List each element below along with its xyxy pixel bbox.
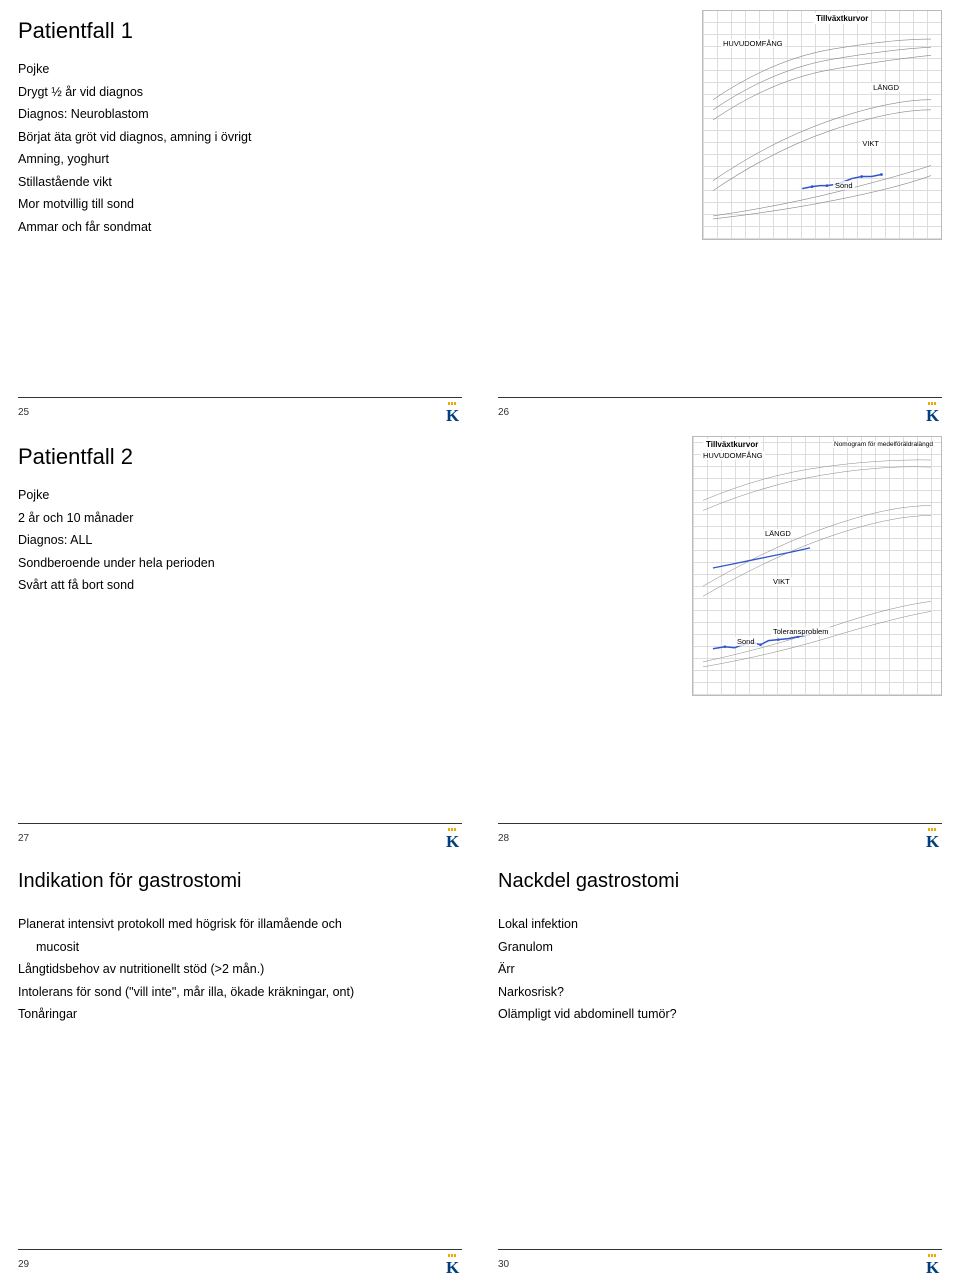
- divider: [498, 397, 942, 398]
- chart-label-sond: Sond: [833, 181, 855, 190]
- slide-30: Nackdel gastrostomi Lokal infektion Gran…: [480, 852, 960, 1278]
- svg-text:K: K: [926, 832, 940, 848]
- slide-grid: Patientfall 1 Pojke Drygt ½ år vid diagn…: [0, 0, 960, 1278]
- divider: [18, 397, 462, 398]
- slide-26: Tillväxtkurvor HUVU: [480, 0, 960, 426]
- svg-text:K: K: [446, 406, 460, 422]
- line: Drygt ½ år vid diagnos: [18, 81, 462, 104]
- line: Amning, yoghurt: [18, 148, 462, 171]
- line: Ärr: [498, 958, 942, 981]
- curve-area: [713, 29, 931, 221]
- line: Planerat intensivt protokoll med högrisk…: [18, 913, 462, 936]
- chart-label-langd: LÄNGD: [763, 529, 793, 538]
- divider: [498, 1249, 942, 1250]
- slide-body: Planerat intensivt protokoll med högrisk…: [18, 913, 462, 1026]
- svg-text:K: K: [926, 1258, 940, 1274]
- line: Ammar och får sondmat: [18, 216, 462, 239]
- chart-label-nomogram: Nomogram för medelföräldralängd: [832, 441, 935, 448]
- logo-k: K: [922, 402, 942, 422]
- page-number: 25: [18, 407, 29, 418]
- slide-title: Patientfall 1: [18, 18, 462, 44]
- chart-label-langd: LÄNGD: [871, 83, 901, 92]
- line: Narkosrisk?: [498, 981, 942, 1004]
- line: Diagnos: Neuroblastom: [18, 103, 462, 126]
- svg-text:K: K: [926, 406, 940, 422]
- line: Sondberoende under hela perioden: [18, 552, 462, 575]
- line: Mor motvillig till sond: [18, 193, 462, 216]
- line: Granulom: [498, 936, 942, 959]
- chart-label-vikt: VIKT: [860, 139, 881, 148]
- line: 2 år och 10 månader: [18, 507, 462, 530]
- slide-25: Patientfall 1 Pojke Drygt ½ år vid diagn…: [0, 0, 480, 426]
- line: Börjat äta gröt vid diagnos, amning i öv…: [18, 126, 462, 149]
- divider: [18, 823, 462, 824]
- chart-title: Tillväxtkurvor: [703, 439, 761, 450]
- svg-text:K: K: [446, 832, 460, 848]
- slide-29: Indikation för gastrostomi Planerat inte…: [0, 852, 480, 1278]
- logo-k: K: [922, 1254, 942, 1274]
- chart-label-huvud: HUVUDOMFÅNG: [721, 39, 785, 48]
- page-number: 27: [18, 833, 29, 844]
- line: Intolerans för sond ("vill inte", mår il…: [18, 981, 462, 1004]
- line: Långtidsbehov av nutritionellt stöd (>2 …: [18, 958, 462, 981]
- page-number: 28: [498, 833, 509, 844]
- growth-chart-1: Tillväxtkurvor HUVU: [702, 10, 942, 240]
- line: Olämpligt vid abdominell tumör?: [498, 1003, 942, 1026]
- page-number: 29: [18, 1259, 29, 1270]
- line: Stillastående vikt: [18, 171, 462, 194]
- logo-k: K: [922, 828, 942, 848]
- slide-title: Indikation för gastrostomi: [18, 870, 462, 893]
- line: Svårt att få bort sond: [18, 574, 462, 597]
- line: mucosit: [18, 936, 462, 959]
- slide-title: Patientfall 2: [18, 444, 462, 470]
- line: Pojke: [18, 58, 462, 81]
- chart-title: Tillväxtkurvor: [813, 13, 871, 24]
- page-number: 26: [498, 407, 509, 418]
- chart-label-huvud: HUVUDOMFÅNG: [701, 451, 765, 460]
- line: Lokal infektion: [498, 913, 942, 936]
- chart-label-vikt: VIKT: [771, 577, 792, 586]
- divider: [18, 1249, 462, 1250]
- slide-body: Pojke Drygt ½ år vid diagnos Diagnos: Ne…: [18, 58, 462, 238]
- svg-text:K: K: [446, 1258, 460, 1274]
- page-number: 30: [498, 1259, 509, 1270]
- slide-28: Tillväxtkurvor HUVU: [480, 426, 960, 852]
- line: Tonåringar: [18, 1003, 462, 1026]
- logo-k: K: [442, 1254, 462, 1274]
- slide-body: Lokal infektion Granulom Ärr Narkosrisk?…: [498, 913, 942, 1026]
- slide-27: Patientfall 2 Pojke 2 år och 10 månader …: [0, 426, 480, 852]
- chart-label-sond: Sond: [735, 637, 757, 646]
- line: Diagnos: ALL: [18, 529, 462, 552]
- logo-k: K: [442, 828, 462, 848]
- slide-body: Pojke 2 år och 10 månader Diagnos: ALL S…: [18, 484, 462, 597]
- chart-label-tolerans: Toleransproblem: [771, 627, 830, 636]
- slide-title: Nackdel gastrostomi: [498, 870, 942, 893]
- logo-k: K: [442, 402, 462, 422]
- growth-chart-2: Tillväxtkurvor HUVU: [692, 436, 942, 696]
- divider: [498, 823, 942, 824]
- line: Pojke: [18, 484, 462, 507]
